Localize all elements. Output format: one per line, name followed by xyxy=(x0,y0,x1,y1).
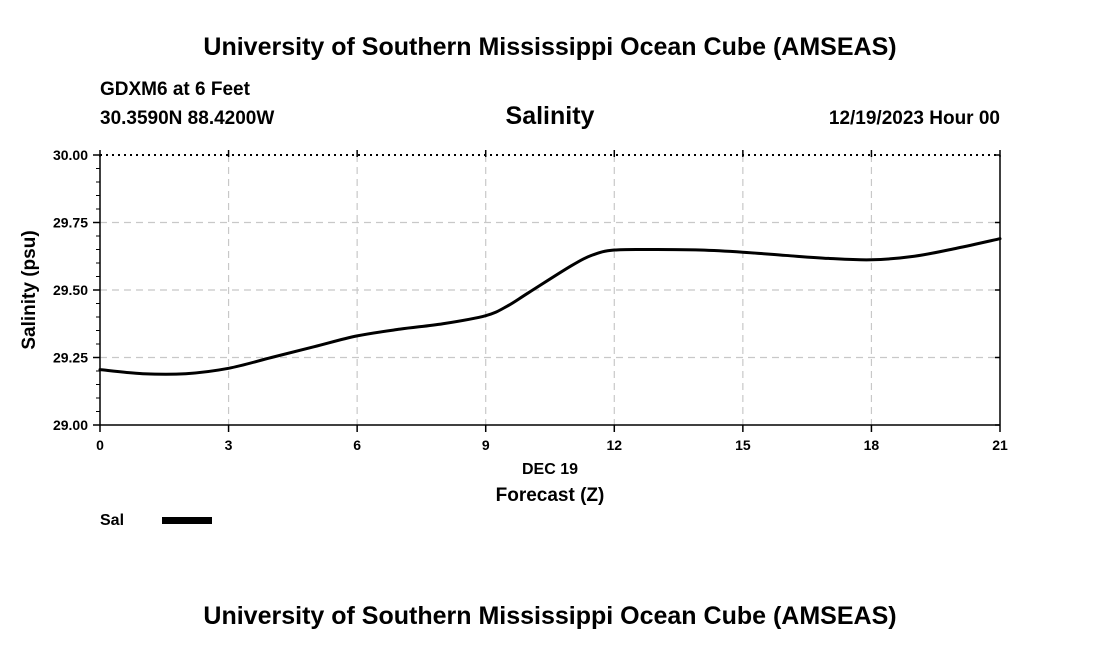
ticks-layer: 29.00 29.25 29.50 29.75 30.00 0 3 6 9 12 15 18 21 xyxy=(53,147,1008,453)
x-tick-label: 21 xyxy=(992,437,1008,453)
y-tick-label: 29.75 xyxy=(53,215,88,231)
chart-title: Salinity xyxy=(506,102,595,130)
run-time-label: 12/19/2023 Hour 00 xyxy=(829,108,1000,129)
x-axis-date-label: DEC 19 xyxy=(522,461,578,478)
legend-label: Sal xyxy=(100,512,124,529)
bottom-title: University of Southern Mississippi Ocean… xyxy=(203,602,896,630)
x-tick-label: 6 xyxy=(353,437,361,453)
grid-layer xyxy=(100,155,1000,425)
x-tick-label: 0 xyxy=(96,437,104,453)
top-title: University of Southern Mississippi Ocean… xyxy=(203,33,896,61)
series-layer xyxy=(98,237,1002,376)
y-axis-label: Salinity (psu) xyxy=(19,230,40,349)
coordinates-label: 30.3590N 88.4200W xyxy=(100,108,274,129)
legend-swatch xyxy=(162,517,212,524)
x-tick-label: 18 xyxy=(864,437,880,453)
y-tick-label: 29.50 xyxy=(53,282,88,298)
x-tick-label: 9 xyxy=(482,437,490,453)
y-tick-label: 29.25 xyxy=(53,350,88,366)
station-label: GDXM6 at 6 Feet xyxy=(100,79,251,100)
x-tick-label: 3 xyxy=(225,437,233,453)
salinity-series-line xyxy=(98,237,1002,376)
y-tick-label: 29.00 xyxy=(53,417,88,433)
x-tick-label: 15 xyxy=(735,437,751,453)
x-tick-label: 12 xyxy=(606,437,622,453)
x-axis-label: Forecast (Z) xyxy=(496,485,605,506)
y-tick-label: 30.00 xyxy=(53,147,88,163)
